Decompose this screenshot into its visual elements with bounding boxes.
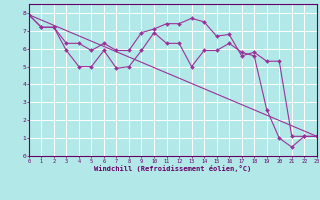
X-axis label: Windchill (Refroidissement éolien,°C): Windchill (Refroidissement éolien,°C) (94, 165, 252, 172)
